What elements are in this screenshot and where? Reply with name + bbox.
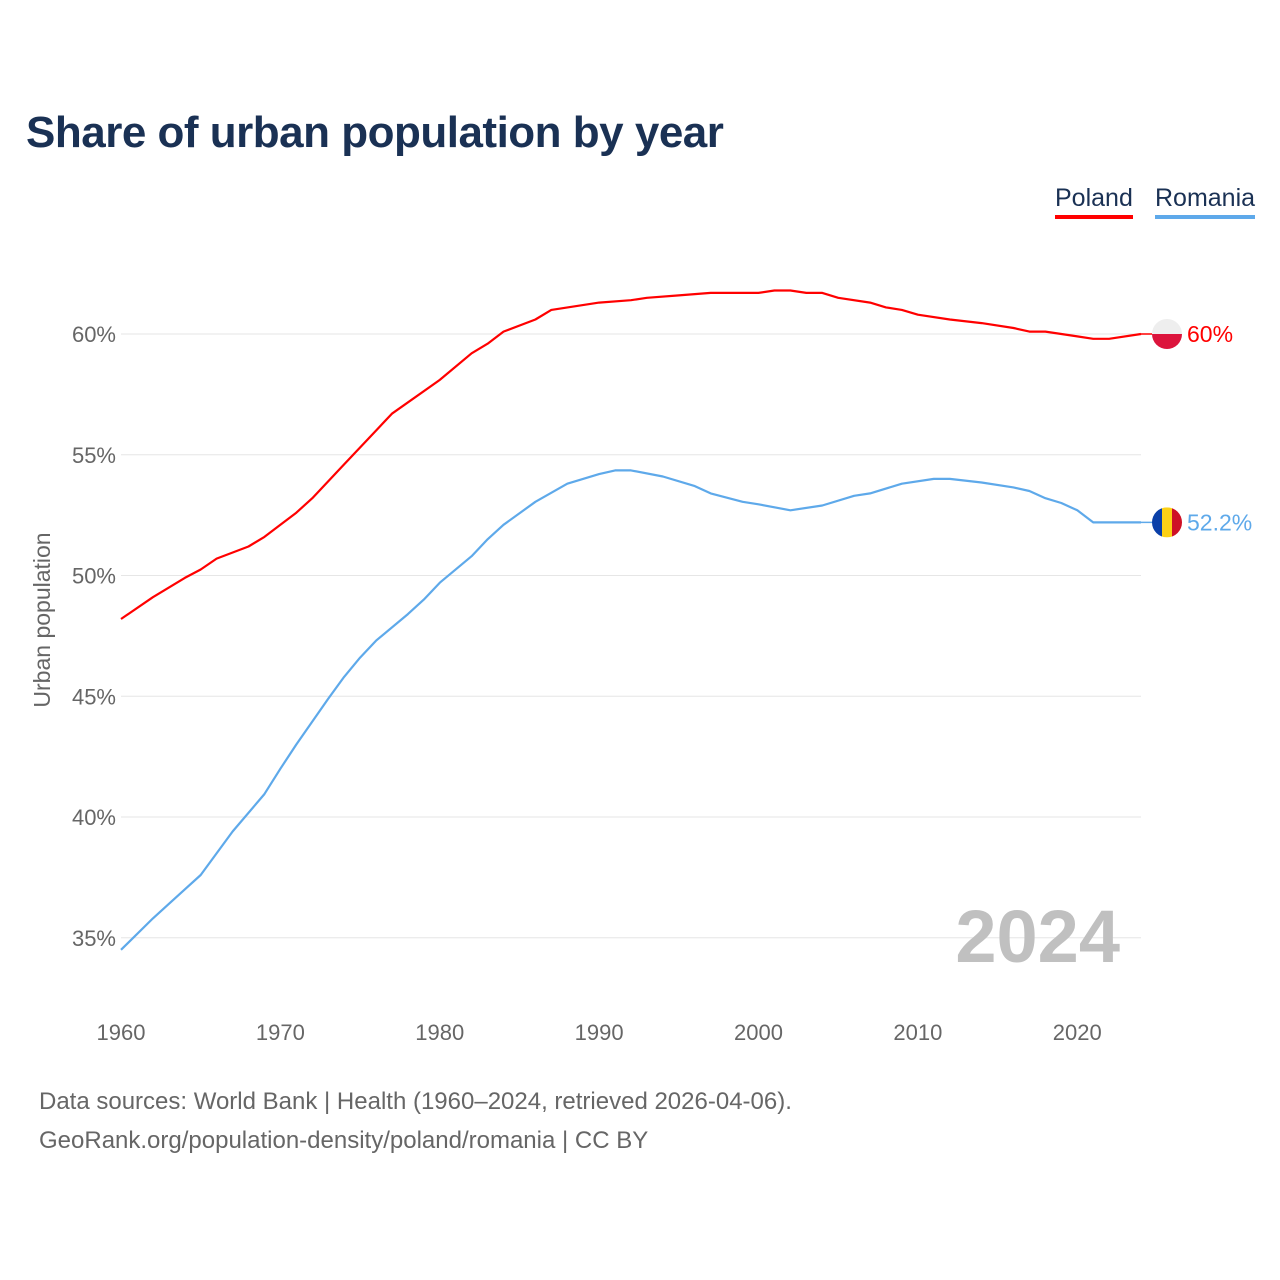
y-tick-label: 45% — [72, 684, 116, 709]
x-tick-label: 1990 — [575, 1020, 624, 1045]
x-tick-label: 1980 — [415, 1020, 464, 1045]
y-tick-label: 35% — [72, 926, 116, 951]
y-tick-label: 60% — [72, 322, 116, 347]
x-tick-label: 2020 — [1053, 1020, 1102, 1045]
x-tick-label: 1960 — [97, 1020, 146, 1045]
y-tick-label: 40% — [72, 805, 116, 830]
footer-credit[interactable]: GeoRank.org/population-density/poland/ro… — [39, 1127, 649, 1154]
legend-item-poland[interactable]: Poland — [1055, 184, 1133, 219]
end-value-label: 52.2% — [1187, 509, 1252, 535]
flag-icon-romania — [1152, 507, 1182, 538]
series-line-romania — [120, 469, 1141, 951]
y-tick-label: 50% — [72, 564, 116, 589]
end-value-label: 60% — [1187, 321, 1233, 347]
flag-icon-poland — [1152, 319, 1182, 349]
chart-title: Share of urban population by year — [26, 108, 724, 157]
x-tick-label: 1970 — [256, 1020, 305, 1045]
footer-sources: Data sources: World Bank | Health (1960–… — [39, 1088, 792, 1115]
legend-item-romania[interactable]: Romania — [1155, 184, 1256, 219]
x-tick-label: 2000 — [734, 1020, 783, 1045]
series-line-poland — [120, 289, 1142, 620]
current-year-watermark: 2024 — [955, 895, 1120, 978]
y-tick-label: 55% — [72, 443, 116, 468]
x-tick-label: 2010 — [893, 1020, 942, 1045]
y-axis-label: Urban population — [29, 532, 55, 707]
